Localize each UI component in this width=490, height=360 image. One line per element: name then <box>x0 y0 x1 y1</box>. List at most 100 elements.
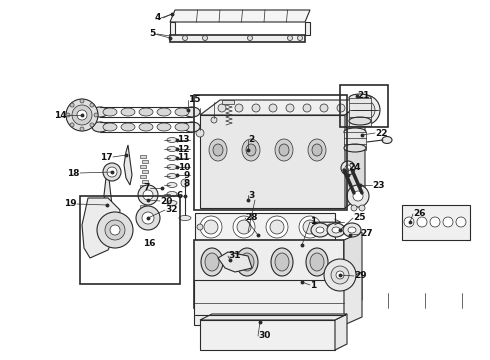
Ellipse shape <box>268 310 282 320</box>
Ellipse shape <box>279 144 289 156</box>
Circle shape <box>297 36 302 40</box>
Text: 20: 20 <box>160 197 172 206</box>
Ellipse shape <box>209 139 227 161</box>
Ellipse shape <box>349 117 371 125</box>
Circle shape <box>270 220 284 234</box>
Text: 6: 6 <box>177 192 183 201</box>
Text: 12: 12 <box>177 144 190 153</box>
Ellipse shape <box>167 183 177 188</box>
Circle shape <box>143 190 153 200</box>
Polygon shape <box>104 168 112 215</box>
Circle shape <box>245 320 248 323</box>
Ellipse shape <box>92 122 108 132</box>
Circle shape <box>443 217 453 227</box>
Circle shape <box>360 105 370 115</box>
Ellipse shape <box>167 156 177 161</box>
Text: 10: 10 <box>178 162 190 171</box>
Circle shape <box>182 36 188 40</box>
Ellipse shape <box>184 107 200 117</box>
Ellipse shape <box>238 310 252 320</box>
Circle shape <box>70 103 74 107</box>
Ellipse shape <box>327 223 345 237</box>
Circle shape <box>138 185 158 205</box>
Ellipse shape <box>167 138 177 143</box>
Polygon shape <box>82 198 120 258</box>
Circle shape <box>266 216 288 238</box>
Ellipse shape <box>298 310 312 320</box>
Text: 19: 19 <box>64 199 77 208</box>
Bar <box>140 195 146 198</box>
Polygon shape <box>194 240 344 308</box>
Circle shape <box>286 104 294 112</box>
Circle shape <box>90 123 94 127</box>
Circle shape <box>351 205 357 211</box>
Circle shape <box>263 325 266 328</box>
Text: 13: 13 <box>177 135 190 144</box>
Bar <box>80 196 180 284</box>
Circle shape <box>303 220 317 234</box>
Circle shape <box>337 104 345 112</box>
Circle shape <box>251 308 265 322</box>
Circle shape <box>143 213 153 223</box>
Circle shape <box>359 205 365 211</box>
Ellipse shape <box>167 174 177 179</box>
Ellipse shape <box>157 108 171 116</box>
Polygon shape <box>170 10 310 22</box>
Ellipse shape <box>344 144 366 152</box>
Ellipse shape <box>332 227 340 233</box>
Text: 31: 31 <box>228 252 241 261</box>
Circle shape <box>320 104 328 112</box>
Bar <box>142 200 148 203</box>
Bar <box>340 85 388 127</box>
Circle shape <box>417 217 427 227</box>
Bar <box>140 185 146 188</box>
Ellipse shape <box>275 253 289 271</box>
Circle shape <box>202 36 207 40</box>
Bar <box>222 100 234 104</box>
Circle shape <box>196 129 204 137</box>
Polygon shape <box>200 100 365 115</box>
Text: 30: 30 <box>258 332 270 341</box>
Polygon shape <box>194 280 344 325</box>
Ellipse shape <box>306 248 328 276</box>
Circle shape <box>211 117 217 123</box>
Ellipse shape <box>205 253 219 271</box>
Ellipse shape <box>292 305 318 325</box>
Circle shape <box>268 320 271 323</box>
Circle shape <box>256 301 260 303</box>
Ellipse shape <box>167 147 177 152</box>
Ellipse shape <box>382 136 392 144</box>
Circle shape <box>350 95 380 125</box>
Polygon shape <box>344 272 362 325</box>
Ellipse shape <box>349 94 371 102</box>
Ellipse shape <box>236 248 258 276</box>
Ellipse shape <box>344 128 366 136</box>
Circle shape <box>218 104 226 112</box>
Ellipse shape <box>213 144 223 156</box>
Circle shape <box>271 311 279 319</box>
Circle shape <box>250 302 253 305</box>
Circle shape <box>244 301 272 329</box>
Circle shape <box>247 36 252 40</box>
Circle shape <box>244 314 246 316</box>
Circle shape <box>303 104 311 112</box>
Text: 16: 16 <box>143 238 155 248</box>
Ellipse shape <box>208 310 222 320</box>
Circle shape <box>299 216 321 238</box>
Ellipse shape <box>262 305 288 325</box>
Text: 25: 25 <box>353 213 366 222</box>
Circle shape <box>331 266 349 284</box>
Circle shape <box>288 36 293 40</box>
Text: 24: 24 <box>348 163 361 172</box>
Bar <box>402 205 470 240</box>
Bar <box>142 220 148 223</box>
Circle shape <box>336 271 344 279</box>
Circle shape <box>355 100 375 120</box>
Circle shape <box>256 327 260 329</box>
Circle shape <box>268 307 271 310</box>
Ellipse shape <box>202 305 228 325</box>
Ellipse shape <box>167 165 177 170</box>
Circle shape <box>142 212 154 224</box>
Circle shape <box>270 314 272 316</box>
Circle shape <box>72 105 92 125</box>
